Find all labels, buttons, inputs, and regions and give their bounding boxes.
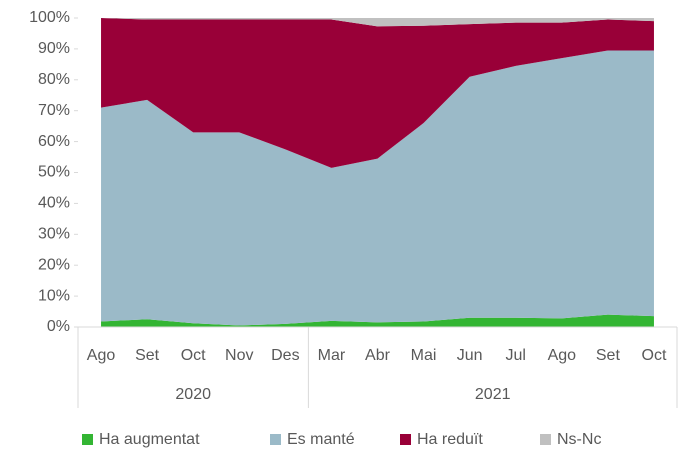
y-tick-label: 90% bbox=[38, 40, 70, 57]
legend-swatch bbox=[82, 434, 93, 445]
x-tick-label: Des bbox=[271, 347, 299, 364]
legend-label: Es manté bbox=[287, 431, 355, 448]
x-tick-label: Jul bbox=[506, 347, 526, 364]
y-tick-label: 80% bbox=[38, 71, 70, 88]
x-tick-label: Set bbox=[135, 347, 160, 364]
x-tick-label: Ago bbox=[87, 347, 116, 364]
y-tick-label: 30% bbox=[38, 226, 70, 243]
y-tick-label: 10% bbox=[38, 287, 70, 304]
legend-swatch bbox=[400, 434, 411, 445]
y-tick-label: 100% bbox=[29, 9, 70, 26]
y-tick-label: 40% bbox=[38, 195, 70, 212]
x-tick-label: Ago bbox=[548, 347, 577, 364]
legend-swatch bbox=[540, 434, 551, 445]
area bbox=[101, 18, 654, 27]
legend-label: Ha augmentat bbox=[99, 431, 200, 448]
y-tick-label: 20% bbox=[38, 256, 70, 273]
y-tick-label: 60% bbox=[38, 133, 70, 150]
y-tick-label: 50% bbox=[38, 164, 70, 181]
legend-label: Ha reduït bbox=[417, 431, 483, 448]
area bbox=[101, 50, 654, 326]
x-tick-label: Abr bbox=[365, 347, 391, 364]
x-tick-label: Set bbox=[596, 347, 621, 364]
x-tick-label: Jun bbox=[457, 347, 483, 364]
legend-swatch bbox=[270, 434, 281, 445]
group-label: 2020 bbox=[175, 386, 211, 403]
legend-label: Ns-Nc bbox=[557, 431, 601, 448]
x-tick-label: Mar bbox=[318, 347, 346, 364]
x-tick-label: Oct bbox=[642, 347, 667, 364]
y-tick-label: 70% bbox=[38, 102, 70, 119]
x-tick-label: Oct bbox=[181, 347, 206, 364]
x-tick-label: Mai bbox=[411, 347, 437, 364]
y-tick-label: 0% bbox=[47, 318, 70, 335]
x-tick-label: Nov bbox=[225, 347, 253, 364]
area bbox=[101, 18, 654, 168]
group-label: 2021 bbox=[475, 386, 511, 403]
